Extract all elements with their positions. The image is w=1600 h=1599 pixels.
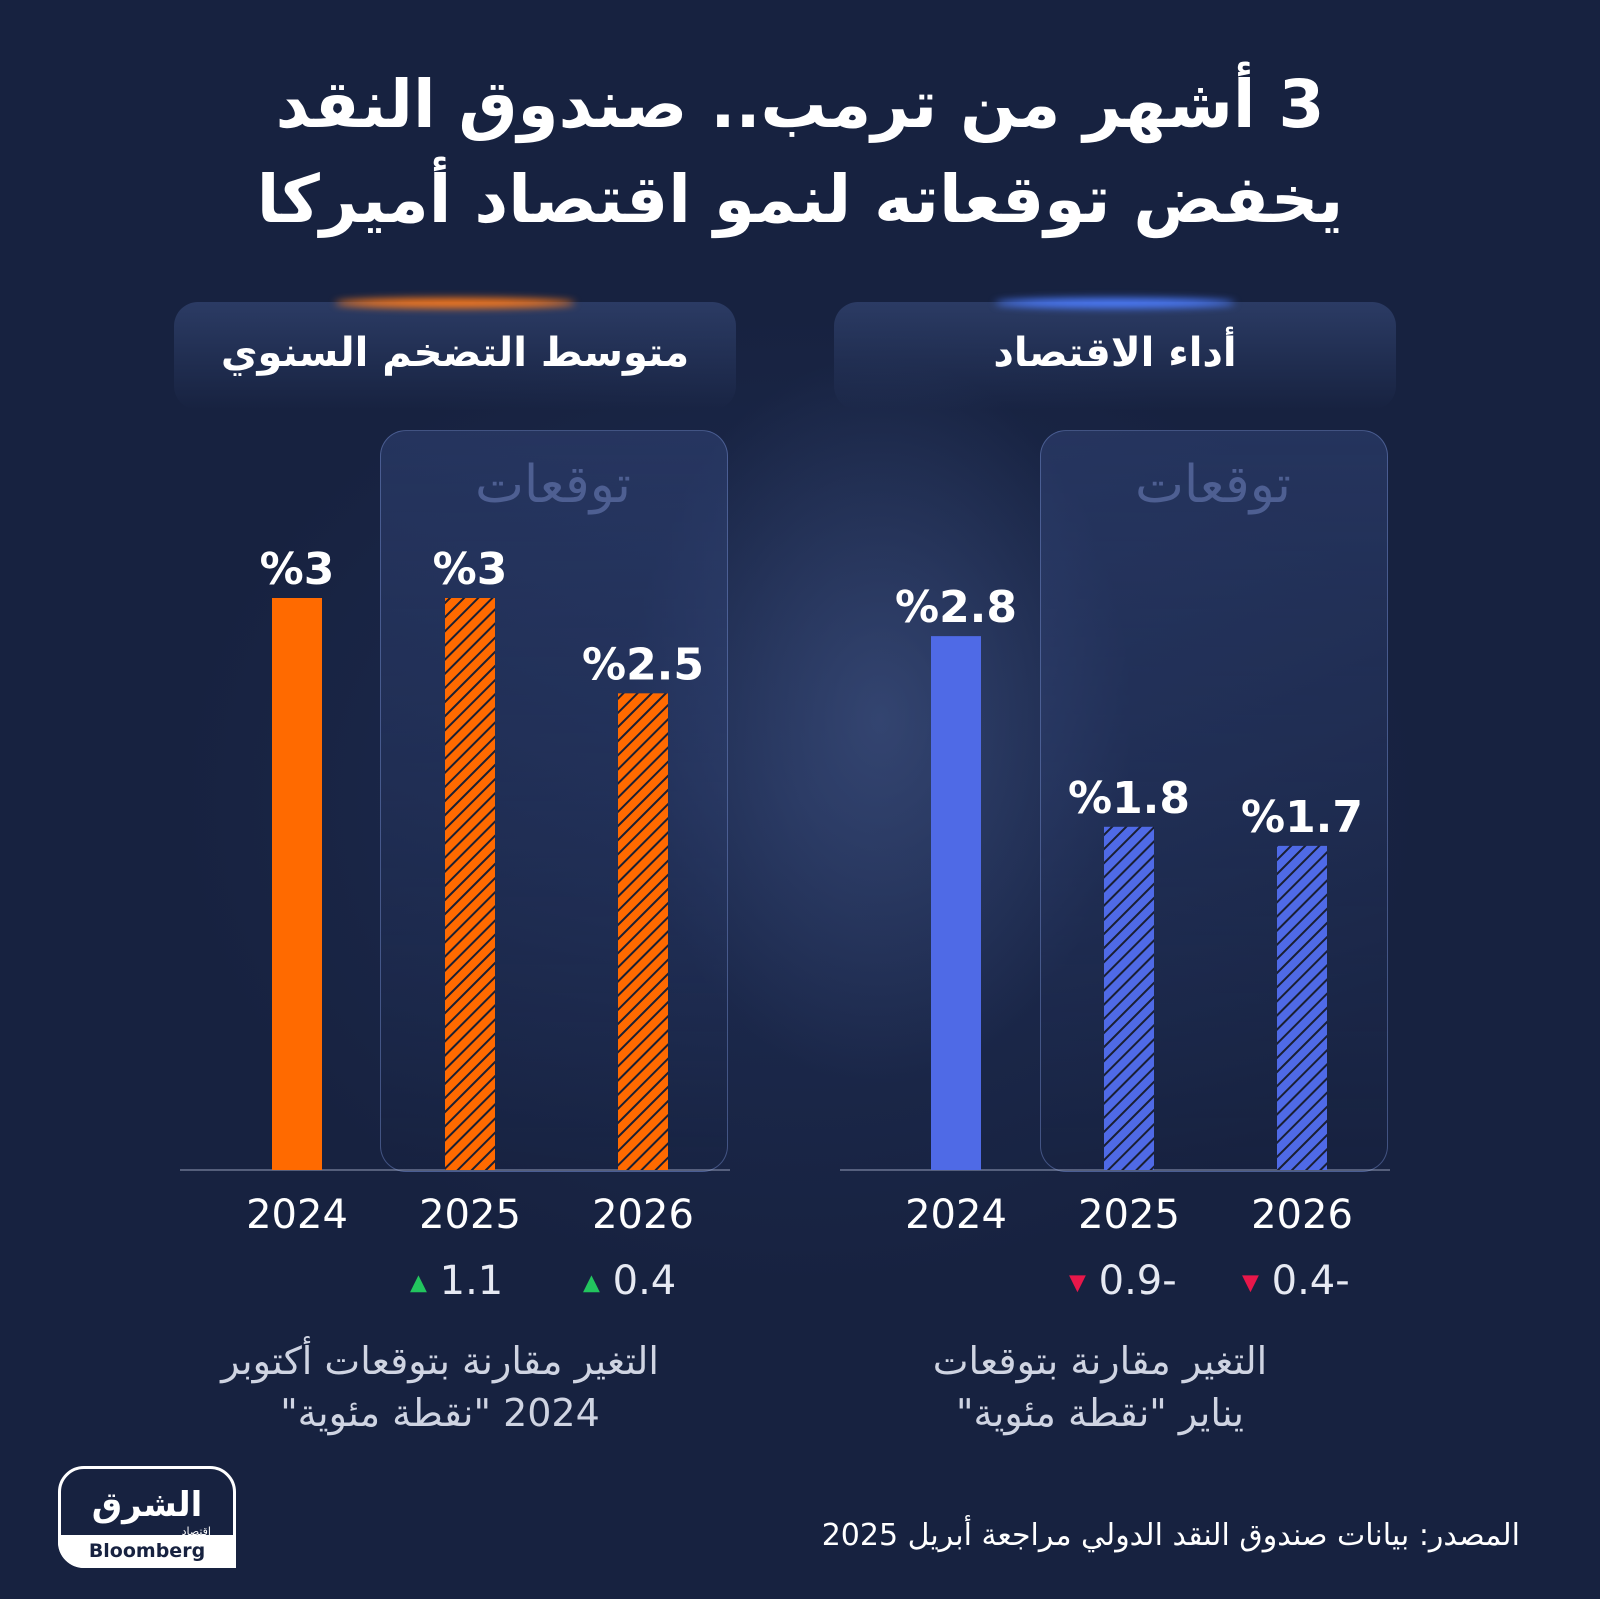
growth-bar-2024 [931, 636, 981, 1170]
inflation-bar-2025 [445, 598, 495, 1170]
logo-strip: Bloomberg [58, 1535, 236, 1568]
inflation-value-label-2024: %3 [260, 544, 335, 595]
inflation-tick-2025: 2025 [419, 1192, 521, 1238]
growth-tick-2025: 2025 [1078, 1192, 1180, 1238]
growth-value-label-2025: %1.8 [1068, 773, 1190, 824]
growth-panel-title: أداء الاقتصاد [993, 330, 1237, 376]
growth-change-note: التغير مقارنة بتوقعات يناير "نقطة مئوية" [840, 1335, 1360, 1439]
inflation-forecast-box [380, 430, 728, 1172]
inflation-bar-2024 [272, 598, 322, 1170]
growth-tick-2024: 2024 [905, 1192, 1007, 1238]
change-value: 0.4- [1271, 1258, 1350, 1304]
up-arrow-icon: ▲ [583, 1270, 600, 1296]
growth-glow [995, 298, 1235, 308]
inflation-glow [335, 298, 575, 308]
growth-panel-header [834, 302, 1396, 410]
inflation-forecast-label: توقعات [474, 455, 632, 515]
source-note: المصدر: بيانات صندوق النقد الدولي مراجعة… [821, 1518, 1520, 1553]
inflation-tick-2024: 2024 [246, 1192, 348, 1238]
note-line: يناير "نقطة مئوية" [955, 1391, 1245, 1435]
growth-value-label-2026: %1.7 [1241, 792, 1363, 843]
inflation-panel-header [174, 302, 736, 410]
change-value: 0.4 [612, 1258, 677, 1304]
inflation-value-label-2026: %2.5 [582, 639, 704, 690]
growth-forecast-label: توقعات [1134, 455, 1292, 515]
title-line-2: يخفض توقعاته لنمو اقتصاد أميركا [256, 161, 1344, 238]
asharq-bloomberg-logo: الشرق اقتصاد Bloomberg [58, 1466, 236, 1568]
note-line: التغير مقارنة بتوقعات أكتوبر [221, 1339, 659, 1383]
inflation-value-label-2025: %3 [433, 544, 508, 595]
title-line-1: 3 أشهر من ترمب.. صندوق النقد [275, 66, 1325, 143]
inflation-change-2026: ▲ 0.4 [583, 1258, 676, 1304]
inflation-change-2025: ▲ 1.1 [410, 1258, 503, 1304]
up-arrow-icon: ▲ [410, 1270, 427, 1296]
note-line: 2024 "نقطة مئوية" [280, 1391, 600, 1435]
inflation-panel-title: متوسط التضخم السنوي [220, 330, 690, 376]
growth-bar-2025 [1104, 826, 1154, 1170]
growth-bar-2026 [1277, 845, 1327, 1170]
logo-main-text: الشرق [91, 1485, 203, 1525]
growth-tick-2026: 2026 [1251, 1192, 1353, 1238]
change-value: 1.1 [439, 1258, 504, 1304]
inflation-bar-2026 [618, 693, 668, 1170]
down-arrow-icon: ▼ [1242, 1270, 1259, 1296]
growth-change-2026: ▼ 0.4- [1242, 1258, 1350, 1304]
logo-partner-text: Bloomberg [88, 1540, 206, 1562]
inflation-change-note: التغير مقارنة بتوقعات أكتوبر 2024 "نقطة … [180, 1335, 700, 1439]
growth-value-label-2024: %2.8 [895, 582, 1017, 633]
change-value: 0.9- [1098, 1258, 1177, 1304]
growth-change-2025: ▼ 0.9- [1069, 1258, 1177, 1304]
down-arrow-icon: ▼ [1069, 1270, 1086, 1296]
inflation-tick-2026: 2026 [592, 1192, 694, 1238]
note-line: التغير مقارنة بتوقعات [932, 1339, 1268, 1383]
logo-sub-text: اقتصاد [181, 1525, 211, 1538]
growth-forecast-box [1040, 430, 1388, 1172]
